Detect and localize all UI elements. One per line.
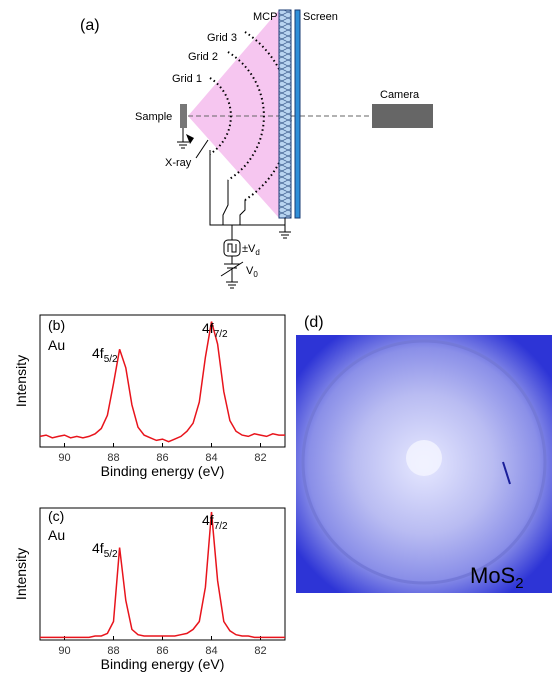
annotation: 4f5/2	[92, 345, 118, 365]
v0-label: V0	[246, 265, 258, 279]
grid2-label: Grid 2	[188, 51, 218, 63]
annotation: (b)	[48, 317, 65, 333]
xray-arrow	[196, 140, 208, 158]
mcp-label: MCP	[253, 11, 277, 23]
annotation-text: 4f	[202, 512, 214, 528]
sample	[180, 104, 187, 128]
annotation-text: Au	[48, 527, 65, 543]
screen	[295, 10, 300, 218]
annotation-text: Au	[48, 337, 65, 353]
annotation-text: (b)	[48, 317, 65, 333]
image-center	[406, 440, 442, 476]
sample-ground	[177, 128, 189, 148]
camera-label: Camera	[380, 89, 420, 101]
grid1-label: Grid 1	[172, 73, 202, 85]
annotation: (c)	[48, 508, 64, 524]
annotation-text: 4f	[92, 345, 104, 361]
x-tick-label: 82	[254, 452, 266, 464]
annotation-text: 4f	[92, 540, 104, 556]
y-axis-label: Intensity	[13, 548, 29, 600]
annotation-text: (c)	[48, 508, 64, 524]
annotation: Au	[48, 337, 65, 353]
mcp	[279, 10, 291, 218]
annotation-text: 4f	[202, 320, 214, 336]
x-tick-label: 90	[58, 645, 70, 657]
y-axis-label: Intensity	[13, 355, 29, 407]
x-axis-label: Binding energy (eV)	[101, 463, 225, 479]
annotation: 4f7/2	[202, 320, 228, 340]
panel-label: (a)	[80, 17, 100, 34]
camera	[372, 104, 433, 128]
plot-frame	[40, 508, 285, 640]
x-axis-label: Binding energy (eV)	[101, 656, 225, 672]
annotation-sub: 7/2	[214, 521, 228, 532]
annotation-sub: 7/2	[214, 329, 228, 340]
annotation: 4f5/2	[92, 540, 118, 560]
annotation-sub: 5/2	[104, 354, 118, 365]
spectrum-line	[40, 322, 285, 442]
spectrum-line	[40, 512, 285, 637]
screen-label: Screen	[303, 11, 338, 23]
vd-label: ±Vd	[242, 243, 260, 257]
annotation-sub: 5/2	[104, 549, 118, 560]
annotation: 4f7/2	[202, 512, 228, 532]
panel-label: (d)	[304, 314, 324, 331]
xray-label: X-ray	[165, 157, 192, 169]
grid3-label: Grid 3	[207, 32, 237, 44]
plot-frame	[40, 315, 285, 447]
x-tick-label: 90	[58, 452, 70, 464]
figure: (a) MCP Screen Grid 3 Grid 2 Grid 1 Samp…	[0, 0, 552, 677]
dc-source	[221, 256, 243, 288]
annotation: Au	[48, 527, 65, 543]
x-tick-label: 82	[254, 645, 266, 657]
sample-label: Sample	[135, 111, 172, 123]
